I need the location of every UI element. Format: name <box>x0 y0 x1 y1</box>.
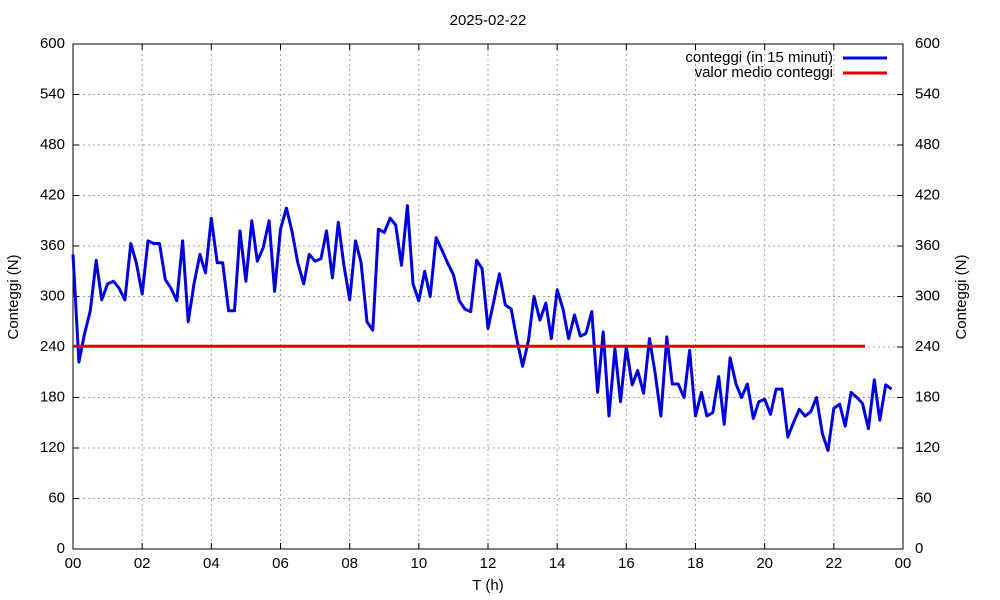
y2-tick-label: 300 <box>915 287 940 304</box>
x-tick-label: 02 <box>134 555 151 572</box>
plot-border <box>72 43 904 550</box>
x-tick-label: 00 <box>895 555 912 572</box>
x-tick-label: 06 <box>272 555 289 572</box>
x-tick-label: 04 <box>203 555 220 572</box>
y-tick-label: 0 <box>57 540 65 557</box>
legend-label: valor medio conteggi <box>695 64 833 81</box>
y2-tick-label: 60 <box>915 489 932 506</box>
x-tick-label: 00 <box>65 555 82 572</box>
y2-tick-label: 540 <box>915 85 940 102</box>
chart-title: 2025-02-22 <box>450 12 527 29</box>
y2-axis-label: Conteggi (N) <box>953 254 970 339</box>
y-tick-label: 480 <box>40 136 65 153</box>
x-tick-label: 22 <box>825 555 842 572</box>
y-tick-label: 180 <box>40 388 65 405</box>
data-line <box>71 204 893 452</box>
y2-tick-label: 0 <box>915 540 923 557</box>
y-tick-label: 420 <box>40 186 65 203</box>
y-tick-label: 120 <box>40 439 65 456</box>
x-tick-label: 10 <box>410 555 427 572</box>
y2-tick-label: 600 <box>915 35 940 52</box>
y2-tick-label: 480 <box>915 136 940 153</box>
y2-tick-label: 360 <box>915 237 940 254</box>
y-tick-label: 540 <box>40 85 65 102</box>
y-tick-label: 300 <box>40 287 65 304</box>
x-axis-label: T (h) <box>472 577 503 594</box>
x-tick-label: 20 <box>756 555 773 572</box>
y-axis-label: Conteggi (N) <box>5 254 22 339</box>
x-tick-label: 18 <box>687 555 704 572</box>
y-tick-label: 360 <box>40 237 65 254</box>
y2-tick-label: 180 <box>915 388 940 405</box>
y2-tick-label: 240 <box>915 338 940 355</box>
y-tick-label: 60 <box>48 489 65 506</box>
y-tick-label: 600 <box>40 35 65 52</box>
x-tick-label: 12 <box>480 555 497 572</box>
x-tick-label: 08 <box>341 555 358 572</box>
legend-label: conteggi (in 15 minuti) <box>685 49 833 66</box>
y2-tick-label: 420 <box>915 186 940 203</box>
x-tick-label: 16 <box>618 555 635 572</box>
x-tick-label: 14 <box>549 555 566 572</box>
y-tick-label: 240 <box>40 338 65 355</box>
y2-tick-label: 120 <box>915 439 940 456</box>
